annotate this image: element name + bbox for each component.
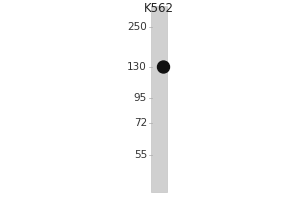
Text: 130: 130: [127, 62, 147, 72]
Text: 250: 250: [127, 22, 147, 32]
Ellipse shape: [158, 61, 169, 73]
Text: K562: K562: [144, 2, 174, 16]
Text: 95: 95: [134, 93, 147, 103]
Text: 72: 72: [134, 118, 147, 128]
Text: 55: 55: [134, 150, 147, 160]
FancyBboxPatch shape: [151, 6, 167, 192]
